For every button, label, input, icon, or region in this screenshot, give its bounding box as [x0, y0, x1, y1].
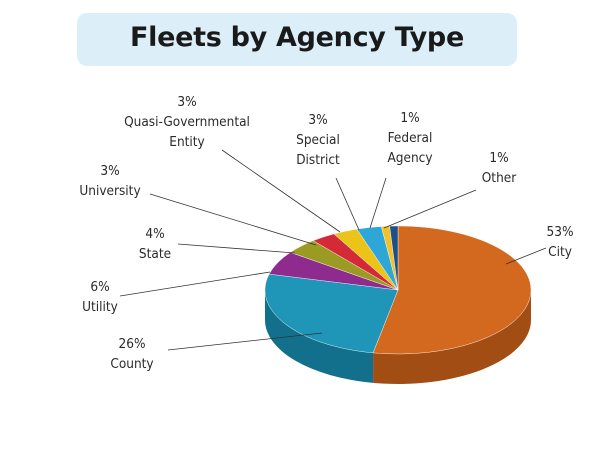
slice-side-county [265, 290, 374, 383]
leader-line-utility [119, 271, 271, 297]
leader-line-quasi-governmental-entity [221, 149, 341, 233]
pie-side-walls [265, 290, 531, 384]
label-utility: 6% Utility [82, 279, 118, 315]
leader-line-university [149, 193, 317, 246]
label-university: 3% University [79, 163, 140, 199]
leader-line-state [177, 243, 296, 254]
slice-labels: 53% City 26% County 6% Utility 4% State 3% Univer… [79, 94, 573, 372]
label-quasi-governmental-entity: 3% Quasi-Governmental Entity [124, 94, 250, 150]
leader-line-county [167, 332, 323, 351]
label-county: 26% County [110, 336, 153, 372]
slice-side-city [373, 290, 531, 384]
label-city: 53% City [547, 224, 574, 260]
title-banner [77, 13, 517, 66]
pie-slices [264, 225, 532, 355]
leader-line-other [383, 189, 477, 229]
label-other: 1% Other [482, 150, 516, 186]
slice-other [389, 225, 399, 291]
label-state: 4% State [139, 226, 171, 262]
label-federal-agency: 1% Federal Agency [387, 110, 432, 166]
slice-city [372, 225, 532, 355]
chart-title: Fleets by Agency Type [130, 22, 464, 53]
slice-county [264, 273, 399, 354]
leader-line-special-district [335, 177, 360, 231]
label-special-district: 3% Special District [296, 112, 340, 168]
leader-line-federal-agency [369, 177, 387, 229]
leader-line-city [505, 247, 547, 265]
